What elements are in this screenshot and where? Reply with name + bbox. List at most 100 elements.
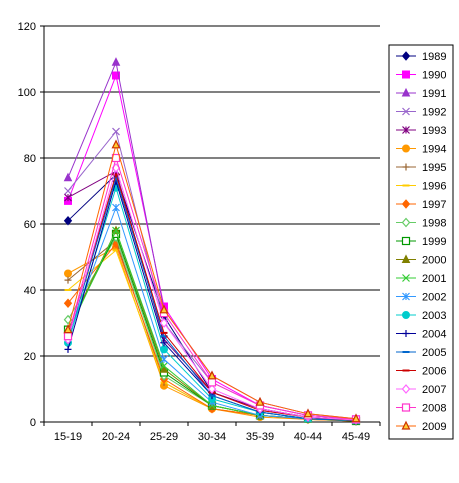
legend-label: 1997: [422, 199, 446, 211]
data-point: [303, 408, 313, 418]
y-tick-label: 80: [24, 153, 36, 165]
legend-entry: 2002: [396, 292, 446, 304]
data-point: [160, 345, 168, 354]
data-point: [160, 361, 168, 370]
legend-entry: 1995: [396, 162, 446, 174]
data-point: [111, 139, 121, 149]
x-tick-label: 35-39: [246, 431, 274, 443]
legend-box: [388, 44, 454, 440]
x-tick-label: 40-44: [294, 431, 322, 443]
legend-label: 1991: [422, 88, 446, 100]
series-2009: [63, 139, 361, 423]
legend-label: 1989: [422, 51, 446, 63]
y-tick-label: 20: [24, 351, 36, 363]
legend-marker: [402, 311, 410, 319]
legend-marker: [402, 70, 410, 79]
legend-label: 2000: [422, 255, 446, 267]
legend-marker: [402, 292, 410, 301]
legend-entry: 2003: [396, 310, 446, 322]
legend-marker: [402, 330, 410, 337]
legend-label: 2008: [422, 403, 446, 415]
legend-label: 2006: [422, 366, 446, 378]
legend-label: 1998: [422, 218, 446, 230]
legend-entry: 1990: [396, 70, 446, 82]
data-point: [160, 339, 168, 347]
legend-entry: 2008: [396, 403, 446, 415]
data-point: [351, 413, 361, 423]
x-tick-label: 25-29: [150, 431, 178, 443]
y-tick-label: 100: [18, 87, 36, 99]
legend-entry: 1994: [396, 144, 446, 156]
legend-marker: [401, 236, 411, 246]
data-point: [112, 226, 120, 235]
data-point: [159, 364, 169, 373]
x-tick-label: 45-49: [342, 431, 370, 443]
data-point: [112, 127, 120, 136]
data-point: [207, 370, 217, 380]
legend-entry: 2006: [396, 366, 446, 378]
legend-entry: 1999: [396, 236, 446, 248]
data-point: [112, 71, 120, 80]
data-point: [64, 187, 72, 195]
series-lines: [63, 57, 361, 426]
legend-label: 2001: [422, 273, 446, 285]
series-line: [67, 73, 357, 420]
legend-label: 2009: [422, 421, 446, 433]
legend-marker: [402, 107, 410, 116]
legend-entry: 1993: [396, 125, 446, 137]
data-point: [159, 304, 169, 314]
legend-label: 1990: [422, 70, 446, 82]
legend-marker: [402, 126, 410, 134]
data-point: [63, 172, 73, 182]
series-1991: [63, 57, 361, 423]
axes: 0 20 40 60 80 100 120 15-19 20-24 25-29 30-34 35-39…: [18, 21, 381, 443]
legend-marker: [401, 384, 411, 394]
legend-entry: 1998: [396, 218, 446, 230]
data-point: [63, 215, 73, 226]
legend-marker: [401, 217, 411, 228]
data-point: [111, 57, 121, 66]
data-point: [64, 345, 72, 353]
legend-marker: [402, 144, 410, 153]
data-point: [159, 318, 169, 328]
data-point: [63, 298, 73, 308]
data-point: [255, 396, 265, 406]
legend-entry: 2009: [396, 420, 446, 433]
legend-entry: 1991: [396, 87, 446, 100]
data-point: [64, 276, 72, 284]
legend-label: 2003: [422, 310, 446, 322]
grid-lines: [44, 25, 380, 357]
legend-label: 1995: [422, 162, 446, 174]
data-point: [160, 355, 168, 364]
legend-label: 2002: [422, 292, 446, 304]
legend-label: 2004: [422, 329, 446, 341]
y-tick-label: 60: [24, 219, 36, 231]
data-point: [64, 193, 72, 202]
legend-label: 1996: [422, 181, 446, 193]
legend-entry: 2007: [396, 384, 446, 396]
legend: 1989 1990 1991 1992 1993 1994 1995 1996 1997 1998…: [388, 44, 454, 440]
legend-marker: [402, 274, 410, 282]
legend-entry: 2004: [396, 329, 446, 341]
legend-marker: [402, 163, 410, 171]
legend-entry: 1989: [396, 51, 446, 63]
x-tick-label: 30-34: [198, 431, 226, 443]
legend-marker: [401, 420, 411, 430]
legend-label: 1993: [422, 125, 446, 137]
legend-label: 2007: [422, 384, 446, 396]
y-tick-label: 40: [24, 285, 36, 297]
legend-marker: [401, 254, 411, 263]
legend-marker: [401, 199, 411, 209]
x-tick-label: 15-19: [54, 431, 82, 443]
data-point: [207, 378, 217, 387]
legend-entry: 1997: [396, 199, 446, 211]
data-point: [207, 384, 217, 394]
data-point: [112, 203, 120, 212]
legend-label: 2005: [422, 347, 446, 359]
legend-marker: [401, 403, 411, 412]
legend-marker: [401, 87, 411, 97]
legend-label: 1992: [422, 107, 446, 119]
legend-entry: 1996: [396, 181, 446, 193]
x-tick-label: 20-24: [102, 431, 130, 443]
